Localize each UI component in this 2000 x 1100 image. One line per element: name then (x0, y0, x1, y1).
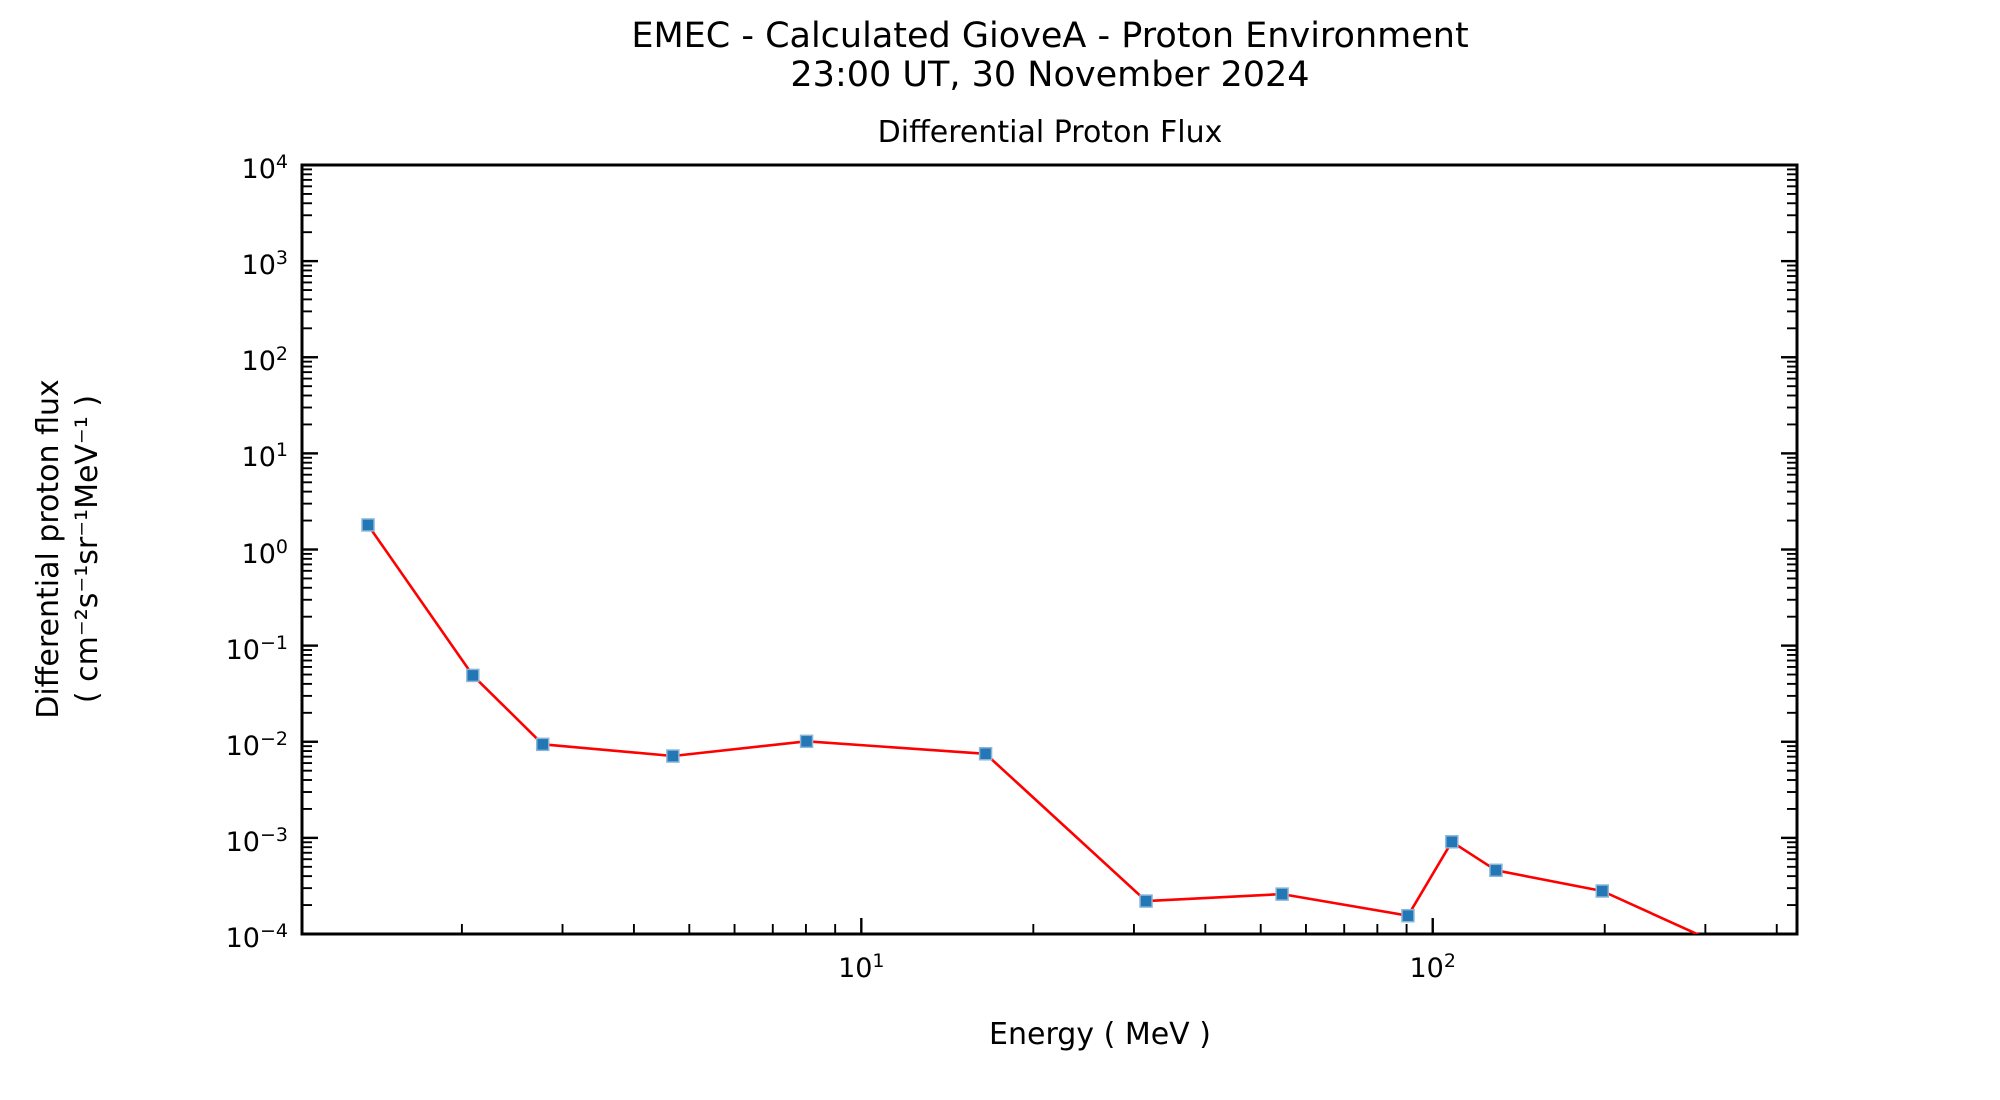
data-point-marker (1275, 887, 1289, 901)
data-point-marker (1489, 863, 1503, 878)
data-point-marker (535, 737, 550, 752)
data-point-marker (361, 518, 375, 532)
y-tick-label: 10−1 (225, 631, 288, 666)
data-point-marker (978, 747, 993, 761)
data-point-marker (1445, 835, 1459, 849)
data-point-marker (1595, 884, 1609, 898)
data-point-marker (1401, 908, 1415, 923)
data-point-marker (1139, 894, 1153, 908)
data-point-marker (799, 734, 814, 749)
y-tick-label: 101 (241, 439, 288, 474)
x-tick-label: 101 (838, 950, 885, 984)
axes-spines (300, 163, 1799, 936)
y-tick-label: 10−2 (225, 727, 288, 762)
y-tick-label: 10−4 (225, 920, 288, 954)
y-tick-label: 102 (241, 343, 288, 378)
data-point-marker (466, 668, 480, 683)
y-tick-label: 103 (241, 247, 288, 282)
y-tick-label: 10−3 (225, 823, 288, 858)
figure-subtitle: 23:00 UT, 30 November 2024 (790, 55, 1310, 95)
data-point-marker (666, 749, 680, 763)
y-tick-label: 100 (241, 535, 288, 570)
axes-title: Differential Proton Flux (877, 115, 1223, 150)
y-axis-label-line1: Differential proton flux (31, 379, 66, 719)
y-axis-label-line2: ( cm⁻²s⁻¹sr⁻¹MeV⁻¹ ) (70, 394, 105, 704)
x-axis-label: Energy ( MeV ) (989, 1017, 1211, 1052)
x-tick-label: 102 (1409, 950, 1456, 984)
flux-line (366, 524, 1701, 934)
y-tick-label: 104 (241, 151, 288, 185)
data-point-marker (1724, 943, 1736, 955)
figure-title: EMEC - Calculated GioveA - Proton Enviro… (631, 16, 1469, 56)
